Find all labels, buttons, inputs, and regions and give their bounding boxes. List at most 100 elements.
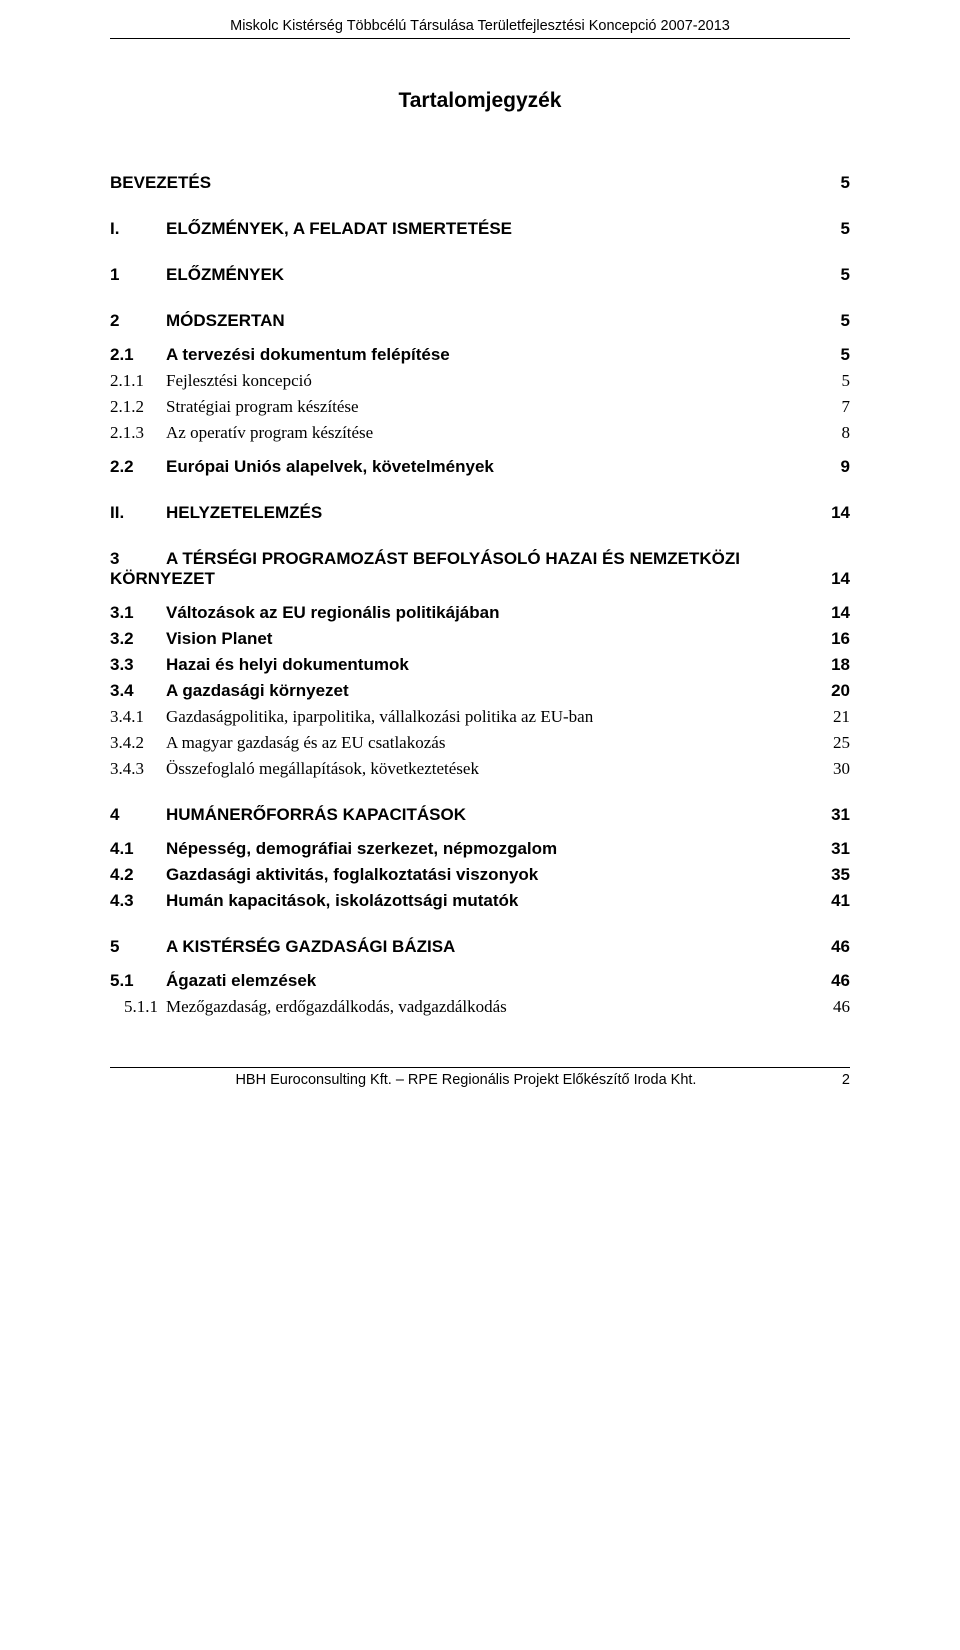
toc-entry-label: A gazdasági környezet: [166, 681, 800, 701]
toc-entry-label: KÖRNYEZET: [110, 569, 215, 589]
toc-entry: 3.2Vision Planet 16: [110, 629, 850, 649]
toc-entry-number: 2.1.3: [110, 423, 166, 443]
toc-entry-left: 3.4.3Összefoglaló megállapítások, követk…: [110, 759, 800, 779]
toc-entry: 1ELŐZMÉNYEK5: [110, 265, 850, 285]
header-rule: [110, 38, 850, 39]
toc-entry-label: ELŐZMÉNYEK: [166, 265, 800, 285]
toc-entry-left: 3.3Hazai és helyi dokumentumok: [110, 655, 800, 675]
toc-entry-number: I.: [110, 219, 166, 239]
toc-entry-label: Változások az EU regionális politikájába…: [166, 603, 800, 623]
toc-entry-number: 4: [110, 805, 166, 825]
toc-entry-left: BEVEZETÉS: [110, 173, 800, 193]
toc-entry-number: 3.4.2: [110, 733, 166, 753]
toc-entry: 5.1Ágazati elemzések 46: [110, 971, 850, 991]
toc-entry: 3.4.1Gazdaságpolitika, iparpolitika, vál…: [110, 707, 850, 727]
toc-entry-label: A magyar gazdaság és az EU csatlakozás: [166, 733, 800, 753]
toc-entry-number: 3.4.3: [110, 759, 166, 779]
toc-entry-number: 2.2: [110, 457, 166, 477]
toc-entry-label: MÓDSZERTAN: [166, 311, 800, 331]
toc-entry-label: Hazai és helyi dokumentumok: [166, 655, 800, 675]
toc-entry-page: 14: [820, 503, 850, 523]
toc-entry-left: 2.1.1Fejlesztési koncepció: [110, 371, 800, 391]
toc-entry-page: 5: [820, 219, 850, 239]
toc-entry-label: A KISTÉRSÉG GAZDASÁGI BÁZISA: [166, 937, 800, 957]
toc-entry-left: 4.2Gazdasági aktivitás, foglalkoztatási …: [110, 865, 800, 885]
toc-entry: 3.4A gazdasági környezet 20: [110, 681, 850, 701]
toc-entry-left: 2.1.2Stratégiai program készítése: [110, 397, 800, 417]
toc-entry-page: 20: [820, 681, 850, 701]
toc-entry: 4.3Humán kapacitások, iskolázottsági mut…: [110, 891, 850, 911]
toc-entry: 5.1.1Mezőgazdaság, erdőgazdálkodás, vadg…: [110, 997, 850, 1017]
toc-entry-page: 18: [820, 655, 850, 675]
toc-entry-label: Gazdaságpolitika, iparpolitika, vállalko…: [166, 707, 800, 727]
toc-entry-page: 25: [820, 733, 850, 753]
toc-entry-left: 5.1Ágazati elemzések: [110, 971, 800, 991]
toc-entry-left: 1ELŐZMÉNYEK: [110, 265, 800, 285]
toc-entry-left: 2.1A tervezési dokumentum felépítése: [110, 345, 800, 365]
toc-entry-page: 16: [820, 629, 850, 649]
toc-entry-left: 4.3Humán kapacitások, iskolázottsági mut…: [110, 891, 800, 911]
toc-entry-left: 2MÓDSZERTAN: [110, 311, 800, 331]
toc-entry-page: 14: [820, 603, 850, 623]
toc-entry-label: Összefoglaló megállapítások, következtet…: [166, 759, 800, 779]
toc-entry: 2MÓDSZERTAN 5: [110, 311, 850, 331]
toc-entry-number: 3.2: [110, 629, 166, 649]
toc-entry: 4HUMÁNERŐFORRÁS KAPACITÁSOK 31: [110, 805, 850, 825]
toc-entry-number: 4.1: [110, 839, 166, 859]
toc-entry-left: 5.1.1Mezőgazdaság, erdőgazdálkodás, vadg…: [110, 997, 800, 1017]
toc-entry-page: 5: [820, 173, 850, 193]
toc-entry-label: Az operatív program készítése: [166, 423, 800, 443]
toc-entry-left: I.ELŐZMÉNYEK, A FELADAT ISMERTETÉSE: [110, 219, 800, 239]
toc-entry-label: Stratégiai program készítése: [166, 397, 800, 417]
toc-entry-left: 2.1.3Az operatív program készítése: [110, 423, 800, 443]
toc-entry-page: 46: [820, 997, 850, 1017]
page-footer: HBH Euroconsulting Kft. – RPE Regionális…: [110, 1072, 850, 1088]
toc-entry-number: 5: [110, 937, 166, 957]
toc-entry: I.ELŐZMÉNYEK, A FELADAT ISMERTETÉSE 5: [110, 219, 850, 239]
toc-entry: 5A KISTÉRSÉG GAZDASÁGI BÁZISA46: [110, 937, 850, 957]
toc-entry: 3A TÉRSÉGI PROGRAMOZÁST BEFOLYÁSOLÓ HAZA…: [110, 549, 850, 589]
toc-entry-page: 21: [820, 707, 850, 727]
toc-entry-left: 3.1Változások az EU regionális politikáj…: [110, 603, 800, 623]
toc-entry-label: A TÉRSÉGI PROGRAMOZÁST BEFOLYÁSOLÓ HAZAI…: [166, 549, 740, 569]
toc-entry: 3.3Hazai és helyi dokumentumok 18: [110, 655, 850, 675]
toc-entry-page: 5: [820, 311, 850, 331]
toc-entry: 3.4.2A magyar gazdaság és az EU csatlako…: [110, 733, 850, 753]
toc-entry-number: 3.3: [110, 655, 166, 675]
toc-container: BEVEZETÉS5I.ELŐZMÉNYEK, A FELADAT ISMERT…: [110, 173, 850, 1017]
toc-entry-label: Ágazati elemzések: [166, 971, 800, 991]
toc-entry-label: A tervezési dokumentum felépítése: [166, 345, 800, 365]
toc-entry-left: 4HUMÁNERŐFORRÁS KAPACITÁSOK: [110, 805, 800, 825]
toc-entry-page: 46: [820, 971, 850, 991]
footer-page-number: 2: [842, 1072, 850, 1088]
toc-entry-left: 3.4.1Gazdaságpolitika, iparpolitika, vál…: [110, 707, 800, 727]
toc-entry-page: 5: [820, 371, 850, 391]
toc-entry: II.HELYZETELEMZÉS14: [110, 503, 850, 523]
toc-entry-number: 3.4.1: [110, 707, 166, 727]
toc-entry-label: Fejlesztési koncepció: [166, 371, 800, 391]
toc-entry-page: 14: [820, 569, 850, 589]
toc-entry-page: 35: [820, 865, 850, 885]
toc-entry-page: 31: [820, 805, 850, 825]
page-header: Miskolc Kistérség Többcélú Társulása Ter…: [110, 18, 850, 38]
toc-entry-label: Gazdasági aktivitás, foglalkoztatási vis…: [166, 865, 800, 885]
toc-entry-label: Vision Planet: [166, 629, 800, 649]
toc-entry: 2.1A tervezési dokumentum felépítése5: [110, 345, 850, 365]
toc-entry-label: Népesség, demográfiai szerkezet, népmozg…: [166, 839, 800, 859]
toc-entry-number: 3.4: [110, 681, 166, 701]
toc-entry-label: HUMÁNERŐFORRÁS KAPACITÁSOK: [166, 805, 800, 825]
toc-entry-left: 5A KISTÉRSÉG GAZDASÁGI BÁZISA: [110, 937, 800, 957]
toc-entry-page: 7: [820, 397, 850, 417]
toc-entry: 3.1Változások az EU regionális politikáj…: [110, 603, 850, 623]
toc-entry-page: 41: [820, 891, 850, 911]
toc-entry-page: 8: [820, 423, 850, 443]
footer-text: HBH Euroconsulting Kft. – RPE Regionális…: [110, 1072, 822, 1088]
toc-entry-number: 2: [110, 311, 166, 331]
toc-entry: 3.4.3Összefoglaló megállapítások, követk…: [110, 759, 850, 779]
toc-entry: BEVEZETÉS 5: [110, 173, 850, 193]
toc-entry-left: 3.2Vision Planet: [110, 629, 800, 649]
toc-entry-number: 4.2: [110, 865, 166, 885]
toc-entry-number: 5.1.1: [110, 997, 166, 1017]
toc-entry-number: 2.1.2: [110, 397, 166, 417]
footer-rule: [110, 1067, 850, 1068]
